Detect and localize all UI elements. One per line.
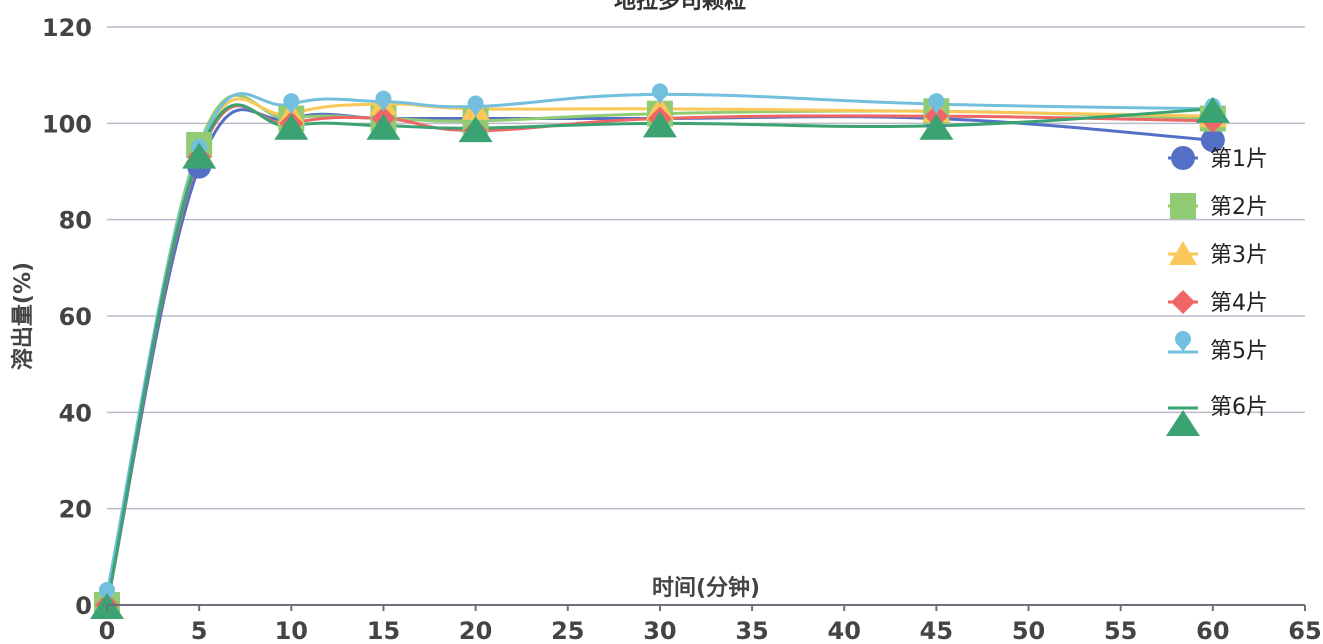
legend-item-6: 第6片 xyxy=(1166,395,1268,436)
y-tick-label: 60 xyxy=(59,303,92,331)
y-tick-label: 20 xyxy=(59,496,92,524)
x-tick-label: 55 xyxy=(1104,617,1137,644)
legend-label: 第4片 xyxy=(1210,291,1268,316)
series-line-2 xyxy=(107,95,1213,605)
axes xyxy=(107,605,1305,611)
legend-item-4: 第4片 xyxy=(1168,290,1268,316)
x-tick-labels: 0 5 10 15 20 25 30 35 40 45 50 55 60 65 xyxy=(99,617,1322,644)
y-axis-title: 溶出量(%) xyxy=(10,262,36,370)
series-line-6 xyxy=(107,105,1213,605)
x-tick-label: 10 xyxy=(275,617,308,644)
series-line-4 xyxy=(107,106,1213,605)
legend-label: 第1片 xyxy=(1210,147,1268,172)
legend-item-1: 第1片 xyxy=(1168,146,1268,172)
series-lines xyxy=(107,94,1213,605)
legend-item-5: 第5片 xyxy=(1168,331,1268,364)
y-tick-label: 120 xyxy=(42,14,92,42)
x-tick-label: 45 xyxy=(920,617,953,644)
legend-marker xyxy=(1170,193,1196,219)
legend-label: 第6片 xyxy=(1210,395,1268,420)
x-tick-label: 5 xyxy=(191,617,208,644)
x-tick-label: 30 xyxy=(643,617,676,644)
x-tick-label: 15 xyxy=(367,617,400,644)
legend-marker xyxy=(1175,331,1191,352)
chart-title: 地拉多司颗粒 xyxy=(614,0,746,14)
x-tick-label: 25 xyxy=(551,617,584,644)
x-tick-label: 60 xyxy=(1196,617,1229,644)
y-tick-label: 40 xyxy=(59,399,92,427)
y-tick-label: 80 xyxy=(59,207,92,235)
series-line-3 xyxy=(107,99,1213,605)
x-tick-label: 40 xyxy=(828,617,861,644)
series-markers xyxy=(90,83,1230,619)
y-tick-label: 100 xyxy=(42,110,92,138)
series-line-5 xyxy=(107,94,1213,593)
legend-label: 第5片 xyxy=(1210,339,1268,364)
y-tick-label: 0 xyxy=(75,592,92,620)
x-tick-label: 35 xyxy=(735,617,768,644)
x-tick-label: 20 xyxy=(459,617,492,644)
x-tick-label: 65 xyxy=(1288,617,1321,644)
legend-item-2: 第2片 xyxy=(1168,193,1268,220)
legend-label: 第2片 xyxy=(1210,195,1268,220)
legend-marker xyxy=(1166,410,1200,436)
legend-item-3: 第3片 xyxy=(1168,241,1268,268)
legend-label: 第3片 xyxy=(1210,243,1268,268)
legend-marker xyxy=(1171,146,1195,170)
x-tick-label: 50 xyxy=(1012,617,1045,644)
y-tick-labels: 0 20 40 60 80 100 120 xyxy=(42,14,92,620)
series-line-1 xyxy=(107,110,1213,605)
legend-marker xyxy=(1171,290,1195,314)
x-axis-title: 时间(分钟) xyxy=(652,575,760,601)
x-tick-label: 0 xyxy=(99,617,116,644)
